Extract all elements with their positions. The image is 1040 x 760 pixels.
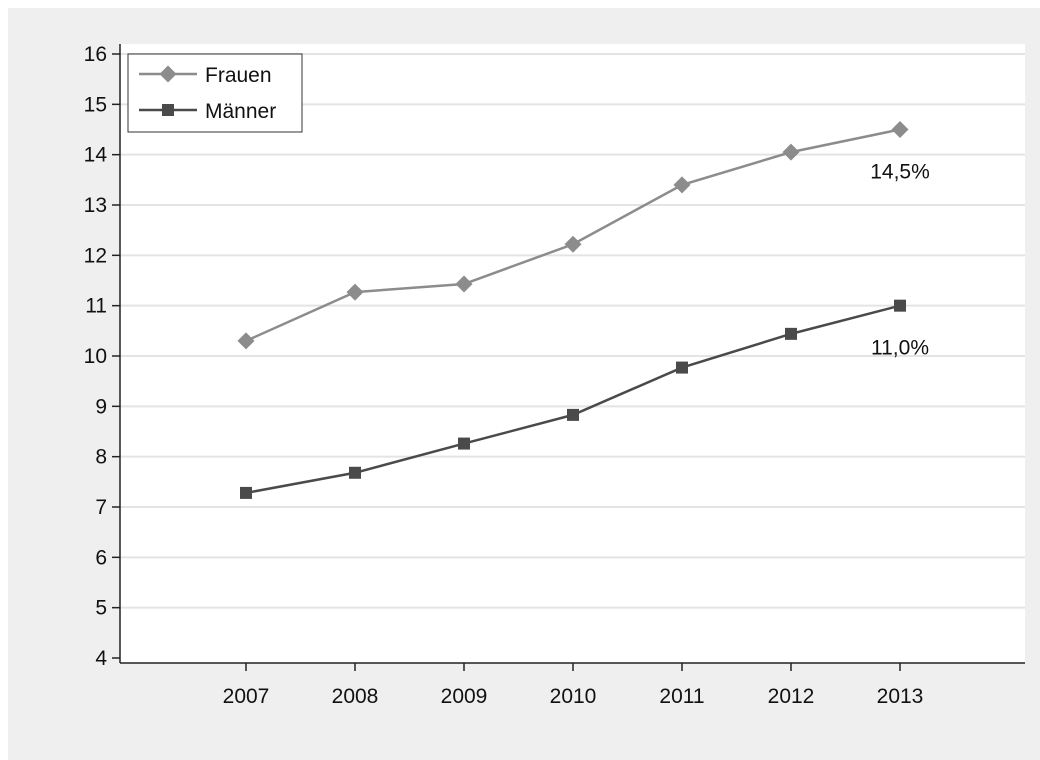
x-tick-label: 2008: [332, 685, 379, 708]
end-label: 14,5%: [870, 161, 930, 184]
data-point-diamond: [891, 121, 909, 138]
y-tick-label: 10: [84, 345, 107, 368]
y-tick-label: 4: [95, 647, 107, 670]
y-tick-label: 6: [95, 546, 107, 569]
legend-label: Frauen: [205, 64, 272, 87]
gridlines: [120, 53, 1025, 609]
data-point-square: [240, 486, 252, 499]
legend: Frauen Männer: [127, 53, 303, 133]
y-tick-label: 16: [84, 43, 107, 66]
series-0: [237, 121, 909, 350]
legend-box: [127, 53, 303, 133]
data-point-diamond: [237, 332, 255, 350]
y-tick-label: 8: [95, 446, 107, 469]
legend-label: Männer: [205, 100, 276, 123]
data-point-diamond: [782, 143, 800, 161]
data-point-square: [676, 361, 688, 374]
data-point-diamond: [346, 283, 364, 301]
y-tick-label: 12: [84, 244, 107, 267]
y-tick-label: 9: [95, 395, 107, 418]
line-chart: 4 5 6 7 8 9 10 11 12 13 14 15 16 2007 2008 2009 2010 2011…: [84, 43, 1025, 708]
x-tick-label: 2011: [659, 685, 704, 708]
y-tick-label: 13: [84, 194, 107, 217]
x-tick-label: 2012: [768, 685, 815, 708]
y-tick-label: 7: [95, 496, 107, 519]
end-labels: 14,5% 11,0%: [870, 161, 930, 360]
x-tick-label: 2013: [877, 685, 924, 708]
y-tick-label: 5: [95, 597, 107, 620]
data-point-diamond: [564, 235, 582, 253]
data-point-square: [785, 327, 797, 340]
series-layer: [237, 121, 909, 499]
data-point-square: [162, 104, 174, 116]
x-tick-label: 2010: [550, 685, 597, 708]
y-tick-label: 11: [85, 295, 107, 318]
x-tick-label: 2009: [441, 685, 488, 708]
data-point-square: [567, 408, 579, 421]
axes: 4 5 6 7 8 9 10 11 12 13 14 15 16 2007 2008 2009 2010 2011…: [84, 43, 1025, 708]
series-1: [240, 299, 906, 499]
chart-figure: 4 5 6 7 8 9 10 11 12 13 14 15 16 2007 2008 2009 2010 2011…: [8, 8, 1040, 760]
data-point-diamond: [159, 65, 177, 83]
y-tick-label: 14: [84, 144, 108, 167]
data-point-square: [458, 437, 470, 450]
plot-area: [120, 44, 1025, 663]
x-tick-label: 2007: [223, 685, 270, 708]
legend-item: Männer: [139, 100, 276, 123]
data-point-square: [894, 299, 906, 312]
data-point-square: [349, 466, 361, 479]
data-point-diamond: [673, 176, 691, 194]
y-tick-label: 15: [84, 93, 107, 116]
legend-item: Frauen: [139, 64, 272, 87]
data-point-diamond: [455, 275, 473, 293]
end-label: 11,0%: [871, 337, 929, 360]
